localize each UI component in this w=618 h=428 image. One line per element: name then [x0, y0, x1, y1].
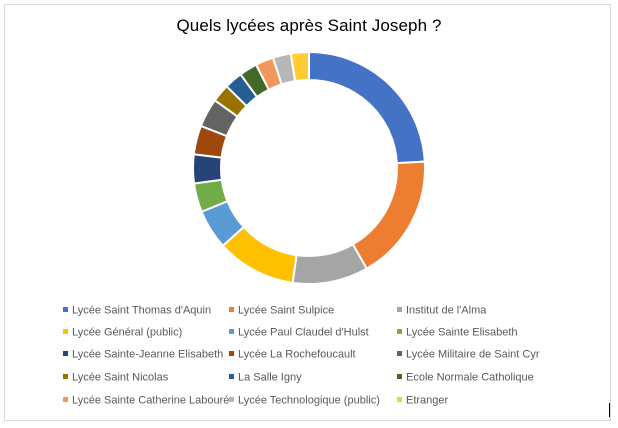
legend-label-2: Lycée Saint Sulpice	[238, 305, 334, 317]
legend-label-7: Lycée Sainte-Jeanne Elisabeth	[72, 349, 223, 361]
legend-label-15: Etranger	[406, 395, 449, 407]
legend-label-6: Lycée Sainte Elisabeth	[406, 327, 518, 339]
chart-title: Quels lycées après Saint Joseph ?	[176, 16, 442, 35]
legend-label-1: Lycée Saint Thomas d'Aquin	[72, 305, 211, 317]
legend-label-5: Lycée Paul Claudel d'Hulst	[238, 327, 369, 339]
legend-swatch-2	[229, 307, 234, 312]
donut-slices	[192, 50, 426, 285]
legend-label-12: Ecole Normale Catholique	[406, 372, 534, 384]
legend-swatch-10	[63, 374, 68, 379]
legend-label-10: Lycée Saint Nicolas	[72, 372, 169, 384]
legend-label-13: Lycée Sainte Catherine Labouré	[72, 395, 229, 407]
legend-swatch-9	[397, 351, 402, 356]
donut-slice-15	[289, 50, 310, 83]
legend-label-4: Lycée Général (public)	[72, 327, 182, 339]
legend-swatch-11	[229, 374, 234, 379]
legend-label-11: La Salle Igny	[238, 372, 302, 384]
legend-swatch-14	[229, 397, 234, 402]
chart-legend: Lycée Saint Thomas d'Aquin Lycée Saint Su…	[63, 305, 540, 407]
donut-slice-3	[291, 242, 369, 285]
donut-slice-2	[351, 160, 426, 270]
legend-swatch-7	[63, 351, 68, 356]
legend-swatch-12	[397, 374, 402, 379]
text-cursor-mark	[609, 403, 610, 417]
legend-label-14: Lycée Technologique (public)	[238, 395, 380, 407]
legend-swatch-15	[397, 397, 402, 402]
legend-swatch-13	[63, 397, 68, 402]
donut-slice-7	[192, 153, 223, 185]
legend-swatch-4	[63, 329, 68, 334]
legend-swatch-8	[229, 351, 234, 356]
legend-swatch-5	[229, 329, 234, 334]
legend-label-8: Lycée La Rochefoucault	[238, 349, 356, 361]
donut-slice-1	[308, 50, 426, 165]
legend-swatch-6	[397, 329, 402, 334]
legend-swatch-3	[397, 307, 402, 312]
legend-label-9: Lycée Militaire de Saint Cyr	[406, 349, 540, 361]
legend-label-3: Institut de l'Alma	[406, 305, 487, 317]
legend-swatch-1	[63, 307, 68, 312]
